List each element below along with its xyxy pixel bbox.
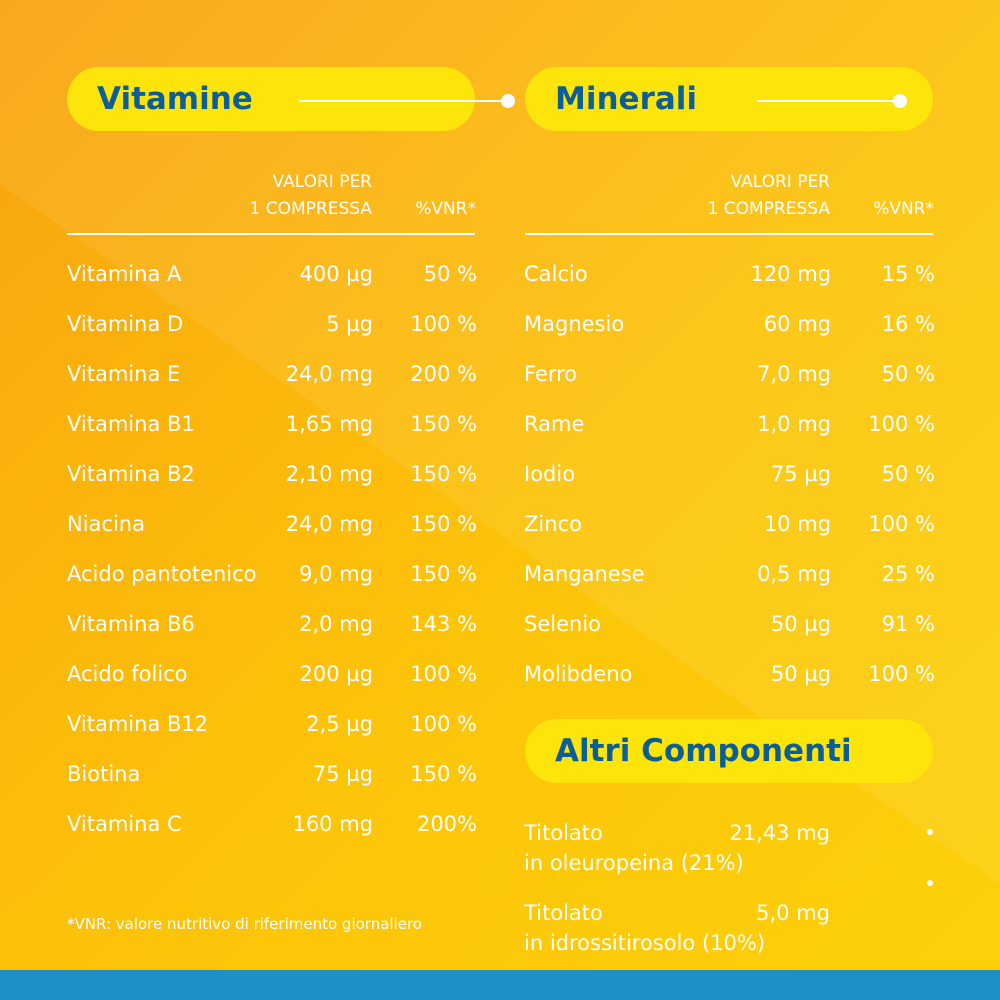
vitamins-row-5-value: 2,10 mg	[285, 462, 373, 486]
vitamins-header-dot-icon	[501, 94, 515, 108]
vitamins-row-12-name: Vitamina C	[67, 812, 182, 836]
other-item-2-name-line2: in idrossitirosolo (10%)	[524, 931, 766, 955]
vitamins-header-line	[299, 100, 507, 102]
vitamins-row-1-value: 400 µg	[299, 262, 373, 286]
vitamins-row-1-vnr: 50 %	[423, 262, 477, 286]
minerals-row-3-value: 7,0 mg	[757, 362, 831, 386]
vitamins-header: Vitamine	[67, 67, 515, 131]
minerals-value-header: VALORI PER 1 COMPRESSA	[628, 169, 830, 223]
minerals-row-5-vnr: 50 %	[881, 462, 935, 486]
minerals-row-5-value: 75 µg	[770, 462, 831, 486]
vitamins-value-header-line2: 1 COMPRESSA	[249, 199, 372, 219]
vitamins-row-6-value: 24,0 mg	[285, 512, 373, 536]
vitamins-row-11-vnr: 150 %	[410, 762, 477, 786]
minerals-header-dot-icon	[893, 94, 907, 108]
minerals-row-3-vnr: 50 %	[881, 362, 935, 386]
minerals-value-header-line2: 1 COMPRESSA	[707, 199, 830, 219]
vitamins-row-2-value: 5 µg	[326, 312, 373, 336]
minerals-row-7-vnr: 25 %	[881, 562, 935, 586]
vitamins-value-header: VALORI PER 1 COMPRESSA	[170, 169, 372, 223]
minerals-row-6-name: Zinco	[524, 512, 582, 536]
vitamins-row-12-value: 160 mg	[292, 812, 373, 836]
minerals-row-8-value: 50 µg	[770, 612, 831, 636]
vitamins-row-6-name: Niacina	[67, 512, 145, 536]
bottom-bar	[0, 970, 1000, 1000]
vitamins-title: Vitamine	[97, 81, 253, 117]
vitamins-row-2-vnr: 100 %	[410, 312, 477, 336]
other-item-1-value: 21,43 mg	[729, 821, 830, 845]
minerals-row-2-name: Magnesio	[524, 312, 625, 336]
vitamins-vnr-header: %VNR*	[415, 199, 476, 219]
vitamins-row-10-value: 2,5 µg	[306, 712, 373, 736]
minerals-row-1-vnr: 15 %	[881, 262, 935, 286]
vitamins-row-7-vnr: 150 %	[410, 562, 477, 586]
vitamins-row-6-vnr: 150 %	[410, 512, 477, 536]
vitamins-row-5-name: Vitamina B2	[67, 462, 195, 486]
other-item-2-bullet-icon	[927, 880, 933, 886]
vitamins-row-1-name: Vitamina A	[67, 262, 182, 286]
minerals-row-7-value: 0,5 mg	[757, 562, 831, 586]
minerals-row-5-name: Iodio	[524, 462, 576, 486]
minerals-value-header-line1: VALORI PER	[730, 172, 830, 192]
minerals-vnr-header: %VNR*	[873, 199, 934, 219]
minerals-row-4-name: Rame	[524, 412, 585, 436]
minerals-divider	[525, 233, 933, 235]
other-item-1-name-line2: in oleuropeina (21%)	[524, 851, 744, 875]
vitamins-row-10-vnr: 100 %	[410, 712, 477, 736]
minerals-row-6-value: 10 mg	[763, 512, 831, 536]
vitamins-row-3-value: 24,0 mg	[285, 362, 373, 386]
other-item-1-name-line1: Titolato	[524, 821, 603, 845]
minerals-title: Minerali	[555, 81, 698, 117]
vitamins-row-7-name: Acido pantotenico	[67, 562, 257, 586]
minerals-row-8-name: Selenio	[524, 612, 601, 636]
minerals-row-9-vnr: 100 %	[868, 662, 935, 686]
vitamins-row-8-name: Vitamina B6	[67, 612, 195, 636]
minerals-row-9-value: 50 µg	[770, 662, 831, 686]
vitamins-row-4-vnr: 150 %	[410, 412, 477, 436]
other-item-1-bullet-icon	[927, 829, 933, 835]
vitamins-row-11-value: 75 µg	[312, 762, 373, 786]
minerals-row-7-name: Manganese	[524, 562, 645, 586]
vitamins-divider	[67, 233, 475, 235]
minerals-header: Minerali	[525, 67, 933, 131]
vitamins-row-7-value: 9,0 mg	[299, 562, 373, 586]
vitamins-row-9-vnr: 100 %	[410, 662, 477, 686]
vitamins-row-5-vnr: 150 %	[410, 462, 477, 486]
vitamins-row-9-value: 200 µg	[299, 662, 373, 686]
vitamins-row-12-vnr: 200%	[416, 812, 477, 836]
minerals-row-1-name: Calcio	[524, 262, 588, 286]
minerals-row-2-value: 60 mg	[763, 312, 831, 336]
minerals-row-3-name: Ferro	[524, 362, 578, 386]
vitamins-row-8-value: 2,0 mg	[299, 612, 373, 636]
minerals-row-9-name: Molibdeno	[524, 662, 633, 686]
minerals-row-1-value: 120 mg	[750, 262, 831, 286]
vitamins-row-10-name: Vitamina B12	[67, 712, 209, 736]
vitamins-row-8-vnr: 143 %	[410, 612, 477, 636]
vnr-footnote: *VNR: valore nutritivo di riferimento gi…	[67, 915, 422, 933]
vitamins-row-2-name: Vitamina D	[67, 312, 184, 336]
vitamins-row-3-name: Vitamina E	[67, 362, 181, 386]
vitamins-value-header-line1: VALORI PER	[272, 172, 372, 192]
minerals-header-line	[757, 100, 901, 102]
vitamins-row-4-value: 1,65 mg	[285, 412, 373, 436]
others-title: Altri Componenti	[555, 733, 852, 769]
minerals-row-2-vnr: 16 %	[881, 312, 935, 336]
vitamins-row-4-name: Vitamina B1	[67, 412, 195, 436]
minerals-row-6-vnr: 100 %	[868, 512, 935, 536]
vitamins-row-3-vnr: 200 %	[410, 362, 477, 386]
vitamins-row-11-name: Biotina	[67, 762, 141, 786]
minerals-row-4-value: 1,0 mg	[757, 412, 831, 436]
minerals-row-4-vnr: 100 %	[868, 412, 935, 436]
vitamins-row-9-name: Acido folico	[67, 662, 188, 686]
others-header: Altri Componenti	[525, 719, 933, 783]
other-item-2-value: 5,0 mg	[756, 901, 830, 925]
minerals-row-8-vnr: 91 %	[881, 612, 935, 636]
other-item-2-name-line1: Titolato	[524, 901, 603, 925]
